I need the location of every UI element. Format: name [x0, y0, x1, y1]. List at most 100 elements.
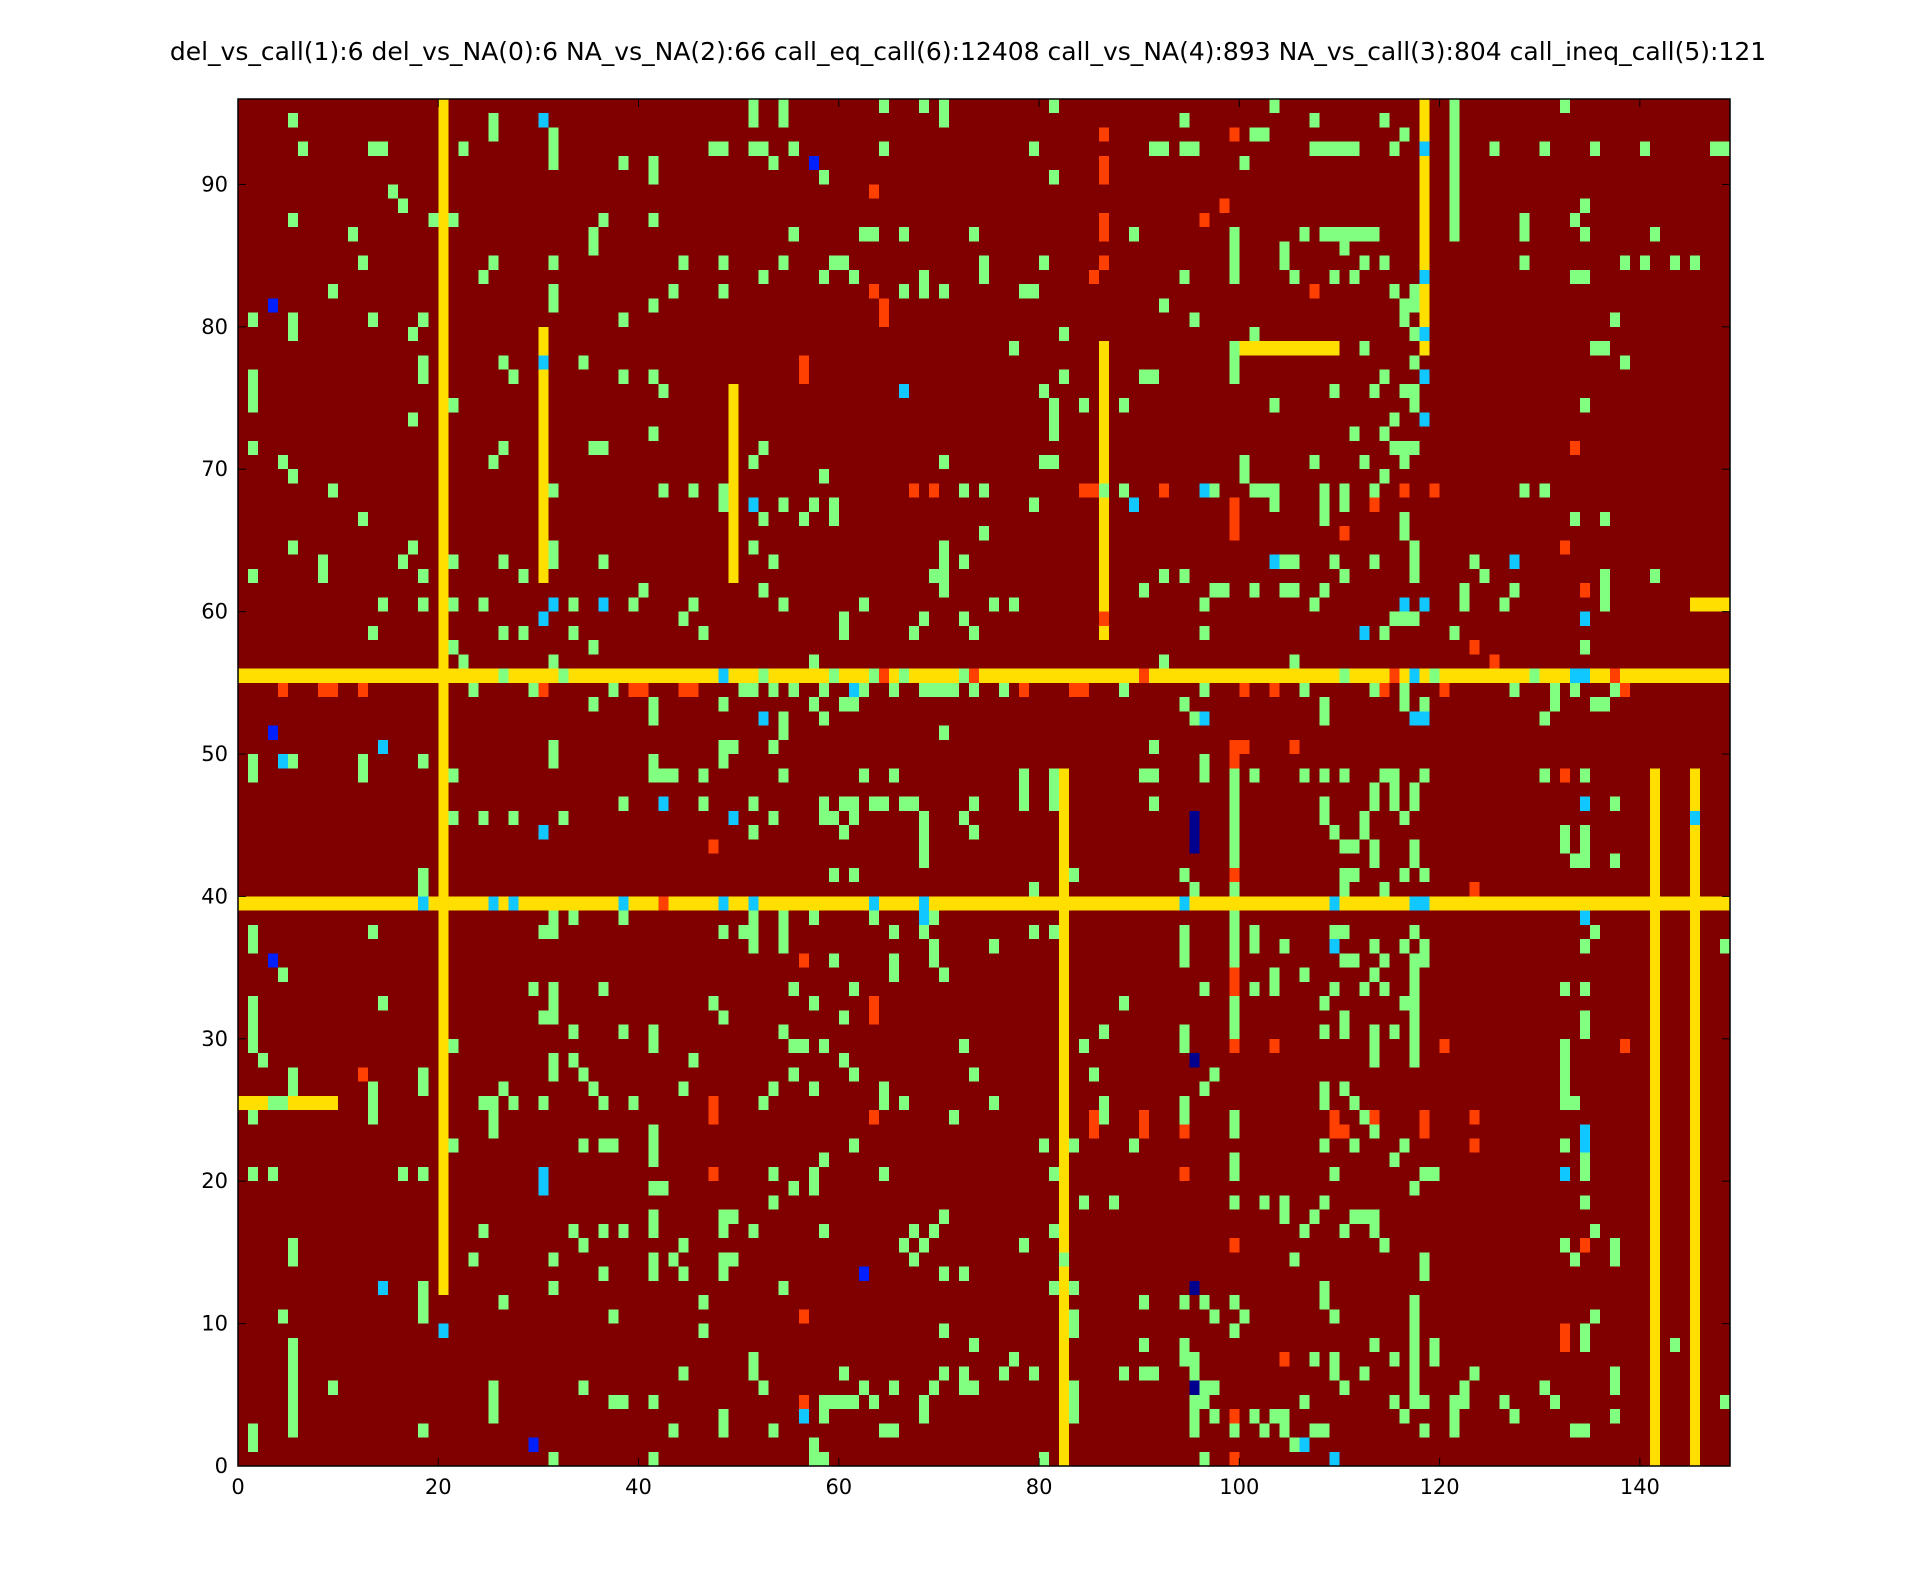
heatmap-cell	[1189, 1280, 1200, 1296]
heatmap-cell	[1099, 155, 1110, 171]
heatmap-cell	[548, 298, 559, 313]
heatmap-cell	[1089, 1067, 1100, 1082]
heatmap-cell	[418, 896, 429, 911]
heatmap-cell	[1159, 654, 1170, 669]
heatmap-cell	[1299, 1394, 1310, 1410]
heatmap-cell	[1319, 1423, 1330, 1438]
heatmap-cell	[718, 697, 729, 712]
heatmap-cell	[1309, 597, 1320, 612]
heatmap-cell	[1239, 1309, 1250, 1324]
heatmap-cell	[798, 1309, 809, 1324]
heatmap-cell	[1229, 1124, 1240, 1139]
heatmap-cell	[578, 1238, 589, 1253]
heatmap-cell	[1209, 1067, 1220, 1082]
heatmap-cell	[648, 1024, 659, 1039]
heatmap-cell	[918, 611, 929, 626]
heatmap-cell	[1099, 212, 1110, 228]
heatmap-cell	[1249, 981, 1260, 997]
heatmap-cell	[1559, 825, 1570, 840]
heatmap-cell	[768, 1166, 779, 1182]
heatmap-cell	[548, 981, 559, 997]
heatmap-cell	[538, 1095, 549, 1111]
heatmap-cell	[1059, 1252, 1070, 1267]
heatmap-cell	[728, 1209, 739, 1224]
heatmap-cell	[1229, 1195, 1240, 1210]
heatmap-cell	[368, 1081, 379, 1096]
heatmap-cell	[1559, 99, 1570, 114]
heatmap-cell	[288, 540, 299, 555]
heatmap-cell	[848, 1394, 859, 1410]
heatmap-cell	[278, 1095, 289, 1111]
heatmap-cell	[1339, 1010, 1350, 1025]
heatmap-cell	[788, 1038, 799, 1054]
heatmap-cell	[598, 1138, 609, 1153]
heatmap-cell	[1189, 882, 1200, 897]
heatmap-cell	[1319, 141, 1330, 156]
heatmap-cell	[1179, 1124, 1190, 1139]
heatmap-cell	[938, 1366, 949, 1381]
heatmap-cell	[1459, 1380, 1470, 1395]
heatmap-cell	[1389, 284, 1400, 299]
heatmap-cell	[1049, 924, 1060, 940]
heatmap-cell	[758, 1380, 769, 1395]
heatmap-cell	[418, 597, 429, 612]
heatmap-cell	[618, 1223, 629, 1239]
heatmap-cell	[748, 454, 759, 470]
heatmap-cell	[1409, 440, 1420, 455]
heatmap-cell	[1129, 497, 1140, 512]
heatmap-cell	[1569, 212, 1580, 228]
heatmap-cell	[728, 810, 739, 826]
heatmap-cell	[538, 682, 549, 698]
heatmap-cell	[938, 1209, 949, 1224]
heatmap-cell	[1339, 1124, 1350, 1139]
heatmap-cell	[298, 141, 309, 156]
heatmap-cell	[378, 739, 389, 755]
heatmap-cell	[258, 1053, 269, 1068]
heatmap-cell	[448, 597, 459, 612]
heatmap-cell	[578, 1138, 589, 1153]
heatmap-cell	[1099, 611, 1110, 626]
heatmap-cell	[768, 739, 779, 755]
heatmap-cell	[608, 1309, 619, 1324]
heatmap-cell	[1049, 796, 1060, 811]
heatmap-cell	[1289, 654, 1300, 669]
heatmap-cell	[1409, 398, 1420, 413]
heatmap-cell	[548, 910, 559, 925]
heatmap-cell	[1229, 739, 1240, 755]
heatmap-cell	[868, 227, 879, 242]
heatmap-cell	[999, 682, 1010, 698]
heatmap-cell	[1369, 1110, 1380, 1125]
heatmap-cell	[1259, 483, 1270, 498]
heatmap-cell	[818, 1038, 829, 1054]
heatmap-cell	[1229, 981, 1240, 997]
heatmap-cell	[1119, 483, 1130, 498]
heatmap-cell	[1249, 1409, 1260, 1424]
heatmap-cell	[1279, 1423, 1290, 1438]
heatmap-cell	[618, 155, 629, 171]
heatmap-cell	[888, 953, 899, 968]
heatmap-cell	[878, 1081, 889, 1096]
heatmap-cell	[1249, 924, 1260, 940]
heatmap-cell	[1619, 355, 1630, 370]
heatmap-cell	[648, 1252, 659, 1267]
heatmap-cell	[248, 939, 259, 954]
heatmap-cell	[978, 269, 990, 285]
heatmap-cell	[278, 682, 289, 698]
heatmap-cell	[698, 768, 709, 783]
heatmap-cell	[1419, 1110, 1430, 1125]
heatmap-column-run	[1409, 1295, 1420, 1410]
heatmap-cell	[718, 1252, 729, 1267]
heatmap-cell	[1389, 412, 1400, 427]
heatmap-cell	[448, 1138, 459, 1153]
heatmap-cell	[698, 1323, 709, 1338]
heatmap-cell	[648, 1181, 659, 1196]
heatmap-cell	[398, 554, 409, 569]
heatmap-cell	[708, 141, 719, 156]
heatmap-cell	[1339, 141, 1350, 156]
heatmap-cell	[918, 284, 929, 299]
heatmap-cell	[928, 910, 939, 925]
heatmap-cell	[1409, 839, 1420, 854]
heatmap-cell	[648, 1209, 659, 1224]
heatmap-cell	[1149, 141, 1160, 156]
heatmap-cell	[638, 682, 649, 698]
